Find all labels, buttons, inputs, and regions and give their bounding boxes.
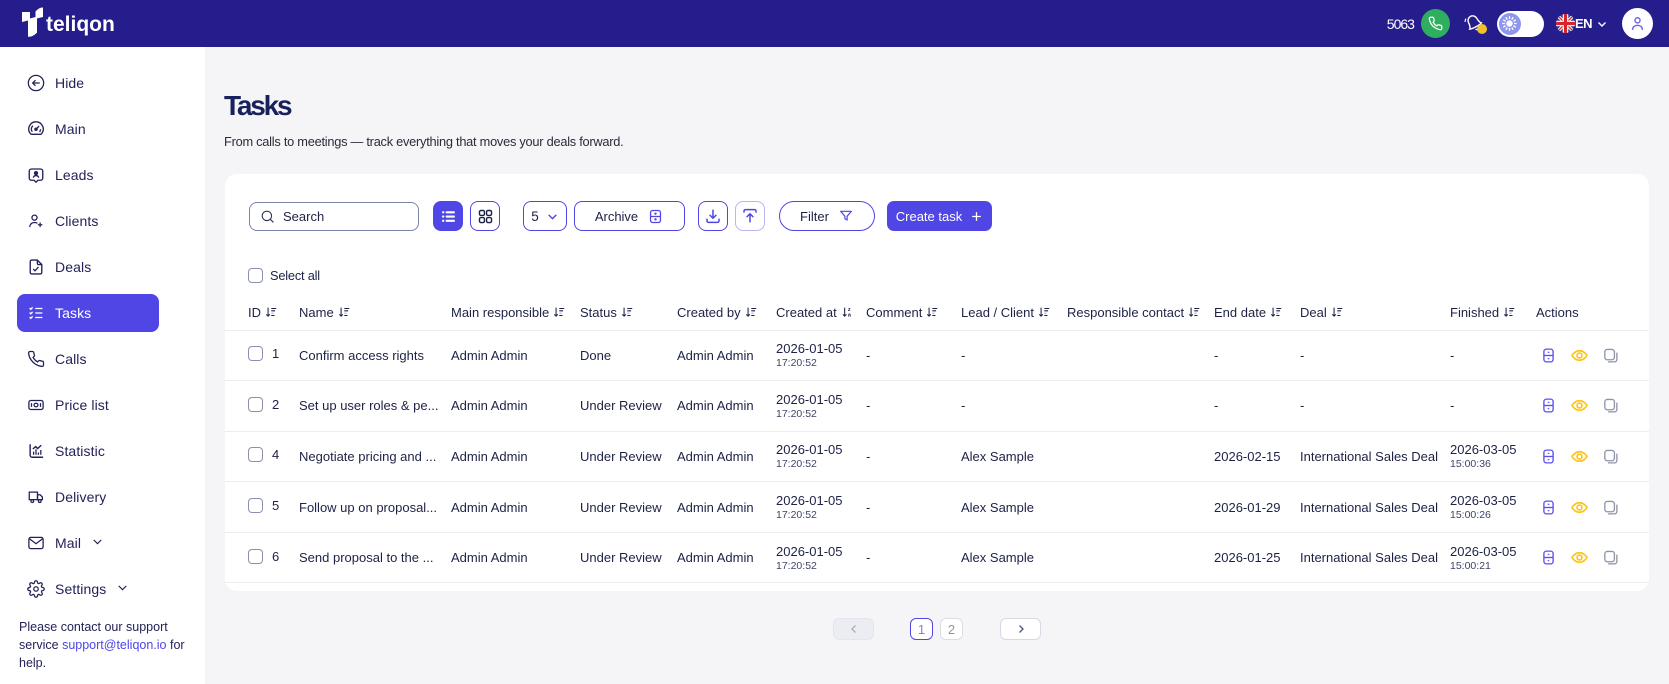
svg-text:z: z	[848, 307, 851, 313]
svg-text:a: a	[848, 313, 852, 319]
svg-text:teliqon: teliqon	[46, 13, 115, 36]
